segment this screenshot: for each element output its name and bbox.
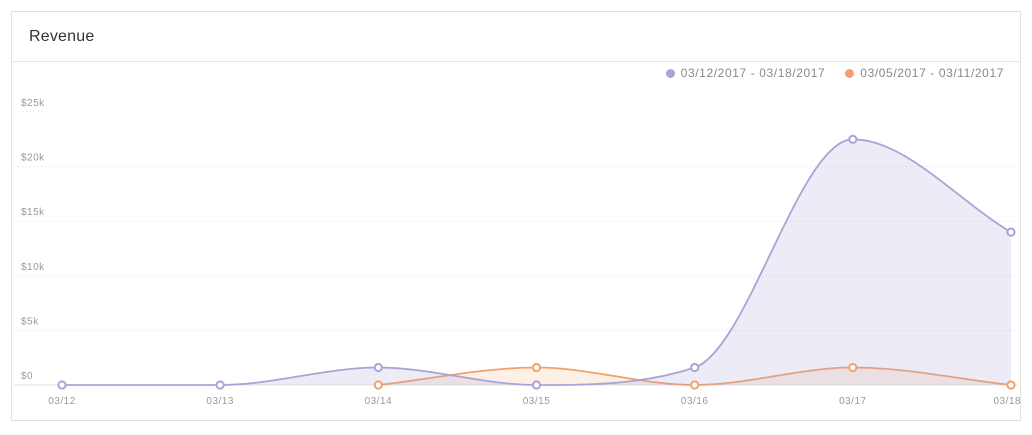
data-point-previous	[373, 380, 383, 390]
series-area-current	[62, 139, 1011, 385]
data-point-previous	[690, 380, 700, 390]
data-point-current	[848, 134, 858, 144]
data-point-current	[215, 380, 225, 390]
y-tick-label: $5k	[21, 316, 39, 327]
data-point-current	[690, 362, 700, 373]
x-tick-label: 03/17	[839, 396, 867, 407]
data-point-current	[531, 380, 542, 390]
x-tick-label: 03/15	[523, 396, 551, 407]
data-point-previous	[1006, 380, 1016, 390]
x-tick-label: 03/13	[206, 396, 234, 407]
data-point-current	[373, 362, 383, 373]
y-tick-label: $25k	[21, 98, 45, 109]
data-point-previous	[531, 362, 542, 373]
chart-legend: 03/12/2017 - 03/18/2017 03/05/2017 - 03/…	[665, 66, 1004, 80]
legend-item-previous[interactable]: 03/05/2017 - 03/11/2017	[845, 66, 1004, 80]
legend-label-previous: 03/05/2017 - 03/11/2017	[860, 66, 1004, 80]
x-tick-label: 03/12	[48, 396, 76, 407]
card-header: Revenue	[12, 12, 1020, 62]
y-tick-label: $10k	[21, 262, 45, 273]
legend-swatch-previous	[845, 68, 855, 78]
data-point-current	[57, 380, 67, 390]
y-tick-label: $20k	[21, 153, 45, 164]
legend-swatch-current	[665, 68, 675, 78]
legend-item-current[interactable]: 03/12/2017 - 03/18/2017	[665, 66, 826, 80]
card-title: Revenue	[29, 27, 95, 45]
legend-label-current: 03/12/2017 - 03/18/2017	[680, 66, 826, 80]
data-point-current	[1006, 227, 1016, 237]
y-tick-label: $0	[21, 371, 33, 382]
revenue-card: Revenue	[11, 11, 1021, 421]
x-tick-label: 03/16	[681, 396, 709, 407]
x-tick-label: 03/18	[993, 396, 1021, 407]
x-tick-label: 03/14	[365, 396, 393, 407]
y-tick-label: $15k	[21, 207, 45, 218]
data-point-previous	[848, 362, 858, 373]
